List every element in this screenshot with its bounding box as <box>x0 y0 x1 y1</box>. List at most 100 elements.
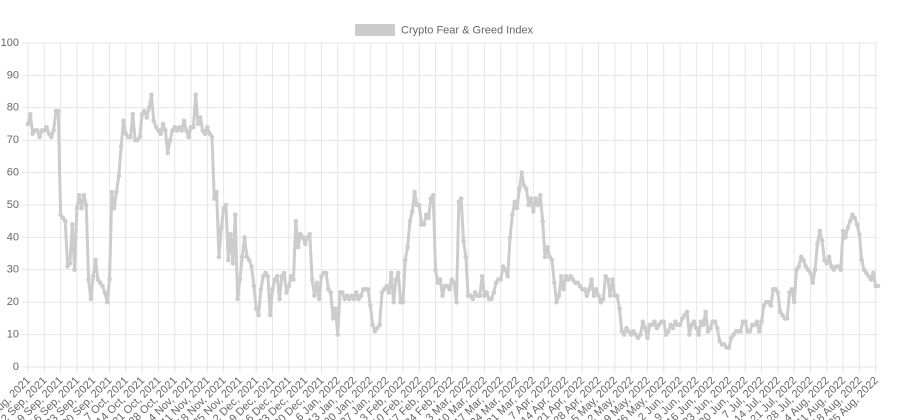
data-point <box>228 231 233 237</box>
data-point <box>854 222 860 227</box>
data-point <box>72 267 77 273</box>
data-point <box>179 128 184 133</box>
data-point <box>205 124 210 130</box>
data-point <box>787 290 792 295</box>
data-point <box>547 254 552 260</box>
data-point <box>857 231 862 237</box>
data-point <box>90 273 96 279</box>
data-point <box>640 319 646 324</box>
data-point <box>265 273 271 279</box>
data-point <box>230 261 236 266</box>
data-point <box>684 309 690 315</box>
y-tick-label: 60 <box>7 167 19 179</box>
data-point <box>768 303 774 308</box>
data-point <box>517 186 522 192</box>
data-point <box>323 270 329 276</box>
data-point <box>351 296 357 302</box>
data-point <box>617 306 622 311</box>
data-point <box>151 118 157 124</box>
data-point <box>563 273 569 279</box>
data-point <box>423 212 429 218</box>
data-point <box>817 228 823 234</box>
data-point <box>603 273 608 279</box>
data-point <box>370 322 375 328</box>
data-point <box>868 277 874 282</box>
data-point <box>237 277 243 282</box>
legend-swatch <box>355 24 395 36</box>
data-point <box>153 124 159 130</box>
data-point <box>288 273 294 279</box>
data-point <box>272 277 278 282</box>
data-point <box>354 290 359 295</box>
data-point <box>314 280 320 286</box>
data-point <box>500 264 506 269</box>
data-point <box>479 273 485 279</box>
data-point <box>163 128 168 133</box>
data-point <box>810 280 816 286</box>
data-point <box>756 329 762 334</box>
legend-label[interactable]: Crypto Fear & Greed Index <box>401 24 534 36</box>
data-point <box>822 257 827 263</box>
data-point <box>568 273 573 279</box>
data-point <box>384 283 389 289</box>
data-point <box>412 189 417 195</box>
data-point <box>775 290 781 295</box>
data-point <box>340 290 345 295</box>
data-point <box>777 309 783 315</box>
data-point <box>405 244 410 250</box>
data-point <box>191 124 196 130</box>
data-point <box>319 273 324 279</box>
data-point <box>472 290 478 295</box>
data-point <box>88 296 94 302</box>
data-point <box>505 273 511 279</box>
data-point <box>395 270 401 276</box>
data-point <box>111 205 117 211</box>
data-point <box>451 280 457 286</box>
data-point <box>104 299 110 305</box>
data-point <box>482 293 487 299</box>
data-point <box>302 241 308 247</box>
data-point <box>209 134 215 140</box>
data-point <box>251 283 257 289</box>
data-point <box>845 225 851 230</box>
data-point <box>728 335 734 341</box>
data-point <box>242 235 247 240</box>
data-point <box>759 319 764 324</box>
data-point <box>300 235 306 240</box>
data-point <box>109 189 115 195</box>
data-point <box>531 209 536 214</box>
y-tick-label: 90 <box>7 69 19 81</box>
data-point <box>875 283 881 289</box>
data-point <box>416 202 422 208</box>
data-point <box>514 205 520 211</box>
data-point <box>805 267 811 273</box>
data-point <box>307 231 313 237</box>
data-point <box>184 128 189 133</box>
data-point <box>761 303 767 308</box>
data-point <box>437 277 443 282</box>
data-point <box>46 131 52 137</box>
data-point <box>666 329 671 334</box>
data-point <box>540 218 545 224</box>
data-point <box>619 329 625 334</box>
data-point <box>694 325 699 331</box>
data-point <box>796 264 802 269</box>
data-point <box>689 322 694 328</box>
data-point <box>565 277 571 282</box>
data-point <box>123 131 129 137</box>
data-point <box>607 293 613 299</box>
data-point <box>440 293 445 299</box>
data-point <box>330 316 336 321</box>
data-point <box>144 115 150 120</box>
data-point <box>48 134 54 140</box>
y-tick-label: 10 <box>7 329 19 341</box>
data-point <box>160 121 166 127</box>
data-point <box>593 286 599 292</box>
data-point <box>421 222 427 227</box>
data-point <box>181 118 187 124</box>
data-point <box>570 277 576 282</box>
data-point <box>253 306 259 311</box>
data-point <box>30 131 35 137</box>
data-point <box>342 296 348 302</box>
data-point <box>556 293 562 299</box>
